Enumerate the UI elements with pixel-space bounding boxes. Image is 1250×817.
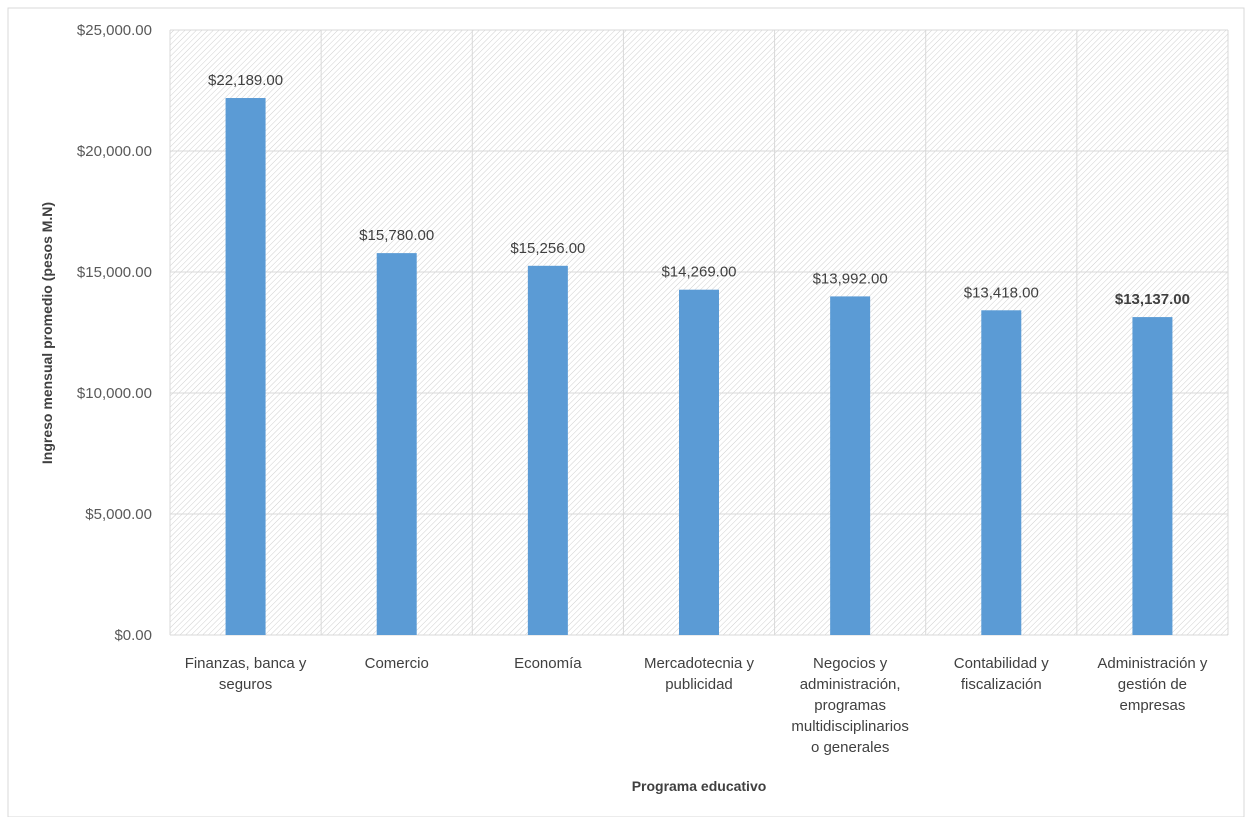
- data-label: $13,992.00: [813, 270, 888, 287]
- x-category-label: Contabilidad y fiscalización: [954, 655, 1050, 693]
- y-tick-label: $5,000.00: [85, 506, 152, 523]
- x-category-label: Administración y gestión de empresas: [1097, 655, 1208, 714]
- y-tick-label: $15,000.00: [77, 264, 152, 281]
- bar: [1132, 317, 1172, 635]
- bar: [377, 253, 417, 635]
- bar: [679, 290, 719, 635]
- bar: [981, 310, 1021, 635]
- data-label: $14,269.00: [661, 264, 736, 281]
- y-tick-label: $10,000.00: [77, 385, 152, 402]
- data-label: $22,189.00: [208, 72, 283, 89]
- bar: [226, 98, 266, 635]
- x-category-label: Finanzas, banca y seguros: [185, 655, 307, 693]
- x-category-label: Mercadotecnia y publicidad: [644, 655, 755, 693]
- y-tick-label: $25,000.00: [77, 22, 152, 39]
- bar: [528, 266, 568, 635]
- data-label: $13,418.00: [964, 284, 1039, 301]
- x-axis-title: Programa educativo: [632, 778, 767, 794]
- bar: [830, 296, 870, 635]
- y-axis-tick-labels: $0.00 $5,000.00 $10,000.00 $15,000.00 $20,00…: [77, 22, 152, 644]
- x-axis-category-labels: Finanzas, banca y seguros Comercio Economía…: [185, 655, 1208, 756]
- x-category-label: Negocios y administración, programas multid…: [791, 655, 909, 756]
- data-label: $13,137.00: [1115, 291, 1190, 308]
- data-label: $15,256.00: [510, 240, 585, 257]
- data-label: $15,780.00: [359, 227, 434, 244]
- y-axis-title: Ingreso mensual promedio (pesos M.N): [39, 202, 55, 464]
- y-tick-label: $0.00: [114, 627, 152, 644]
- x-category-label: Economía: [514, 655, 582, 672]
- x-category-label: Comercio: [365, 655, 429, 672]
- y-tick-label: $20,000.00: [77, 143, 152, 160]
